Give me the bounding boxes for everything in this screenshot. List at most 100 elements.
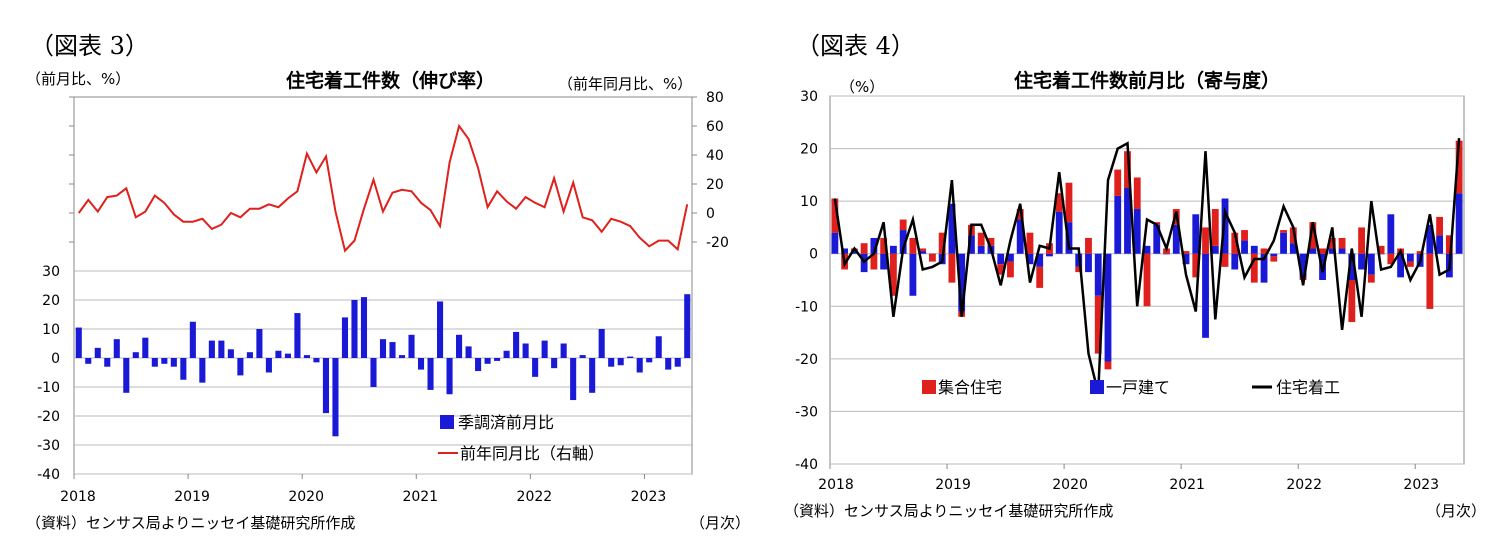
bar-multifamily: [1016, 209, 1024, 220]
bar-single-family: [1270, 253, 1278, 257]
line-yoy: [77, 123, 689, 253]
bar-multifamily: [1182, 251, 1190, 254]
bar-mom: [227, 349, 234, 358]
left-axis-tick-label: 10: [42, 322, 60, 338]
bar-single-family: [889, 245, 897, 254]
bar-mom: [313, 358, 320, 363]
bar-single-family: [1016, 219, 1024, 254]
bar-multifamily: [1202, 227, 1209, 254]
bar-multifamily: [1348, 280, 1356, 323]
bar-multifamily: [1231, 232, 1239, 254]
bar-mom: [475, 358, 482, 372]
x-axis-tick-label: 2023: [1403, 477, 1439, 493]
bar-mom: [636, 358, 643, 373]
right-axis-tick-label: -20: [706, 235, 729, 251]
bar-multifamily: [1328, 237, 1336, 249]
bar-mom: [437, 301, 444, 358]
bar-single-family: [1221, 198, 1229, 254]
bar-mom: [513, 331, 520, 358]
bar-multifamily: [987, 237, 995, 246]
bar-single-family: [1055, 211, 1063, 254]
x-axis-tick-label: 2018: [60, 489, 96, 505]
bar-multifamily: [1319, 248, 1326, 254]
bar-single-family: [899, 230, 907, 254]
bar-mom: [104, 358, 111, 367]
bar-single-family: [1426, 224, 1434, 254]
bar-single-family: [1289, 243, 1297, 254]
bar-single-family: [1124, 188, 1131, 254]
bar-single-family: [1299, 253, 1307, 278]
y-axis-tick-label: -20: [795, 352, 818, 368]
bar-mom: [189, 321, 196, 358]
bar-mom: [598, 329, 605, 358]
bar-multifamily: [938, 232, 946, 254]
bar-single-family: [977, 245, 985, 254]
bar-single-family: [1192, 214, 1200, 254]
bar-single-family: [1133, 209, 1141, 254]
legend-swatch-multifamily: [922, 380, 936, 394]
bar-single-family: [1309, 248, 1317, 254]
bar-mom: [665, 358, 672, 370]
bar-multifamily: [909, 237, 917, 254]
bar-mom: [113, 339, 120, 358]
figure-4-panel: （図表 4） （%） 住宅着工件数前月比（寄与度） （資料）センサス局よりニッセ…: [754, 0, 1508, 559]
left-axis-tick-label: -10: [37, 380, 60, 396]
left-axis-tick-label: -40: [37, 467, 60, 483]
bar-multifamily: [1338, 237, 1346, 249]
bar-single-family: [880, 253, 888, 270]
bar-single-family: [1241, 240, 1248, 254]
bar-multifamily: [860, 243, 868, 254]
y-axis-unit: （%）: [840, 78, 885, 96]
bar-mom: [170, 358, 177, 367]
bar-mom: [142, 337, 149, 358]
bar-multifamily: [1445, 235, 1453, 254]
bar-mom: [275, 350, 282, 358]
bar-mom: [646, 358, 653, 363]
bar-multifamily: [870, 253, 878, 270]
bar-multifamily: [1241, 230, 1248, 241]
x-axis-tick-label: 2018: [818, 477, 854, 493]
bar-single-family: [948, 203, 956, 254]
bar-multifamily: [1358, 227, 1365, 254]
bar-single-family: [1036, 253, 1044, 267]
legend-label-total: 住宅着工: [1276, 378, 1340, 397]
left-axis-tick-label: 0: [51, 351, 60, 367]
x-axis-tick-label: 2022: [1286, 477, 1322, 493]
bar-multifamily: [1280, 230, 1287, 233]
bar-single-family: [870, 237, 878, 254]
bar-multifamily: [1211, 209, 1219, 246]
bar-single-family: [1202, 253, 1209, 338]
bar-single-family: [1387, 214, 1395, 254]
figure-3-label: （図表 3）: [30, 32, 149, 60]
bar-multifamily: [1065, 182, 1073, 223]
bar-multifamily: [977, 232, 985, 246]
right-axis-unit: （前年同月比、%）: [558, 75, 693, 93]
bar-multifamily: [1436, 216, 1444, 236]
y-axis-tick-label: 30: [800, 89, 818, 105]
growth-chart-svg: 30 20 10 0 -10 -20 -30 -40 80 60 40 20 0 -20 2018 2019 2…: [37, 90, 729, 505]
bar-multifamily: [899, 219, 907, 231]
bar-multifamily: [1114, 169, 1122, 196]
bar-mom: [75, 327, 82, 358]
x-axis-tick-label: 2021: [402, 489, 438, 505]
bar-multifamily: [1250, 253, 1258, 283]
y-axis-tick-label: -40: [795, 457, 818, 473]
chart-title-growth: 住宅着工件数（伸び率）: [286, 70, 496, 92]
bar-mom: [532, 358, 539, 377]
month-label: （月次）: [690, 514, 751, 532]
bar-mom: [408, 334, 415, 358]
bar-single-family: [1211, 245, 1219, 254]
bar-single-family: [1065, 222, 1073, 254]
right-axis-tick-label: 0: [706, 206, 715, 222]
figure-4-label: （図表 4）: [796, 32, 915, 60]
bar-multifamily: [1192, 253, 1200, 278]
legend-label-multifamily: 集合住宅: [938, 378, 1002, 397]
bar-single-family: [1406, 253, 1414, 262]
legend-label-yoy: 前年同月比（右軸）: [460, 444, 604, 463]
bar-multifamily: [1367, 274, 1375, 283]
bar-single-family: [1094, 253, 1102, 296]
plot-frame: [73, 96, 693, 475]
bar-single-family: [1436, 235, 1444, 254]
x-axis-tick-label: 2020: [288, 489, 324, 505]
bar-mom: [322, 358, 329, 414]
